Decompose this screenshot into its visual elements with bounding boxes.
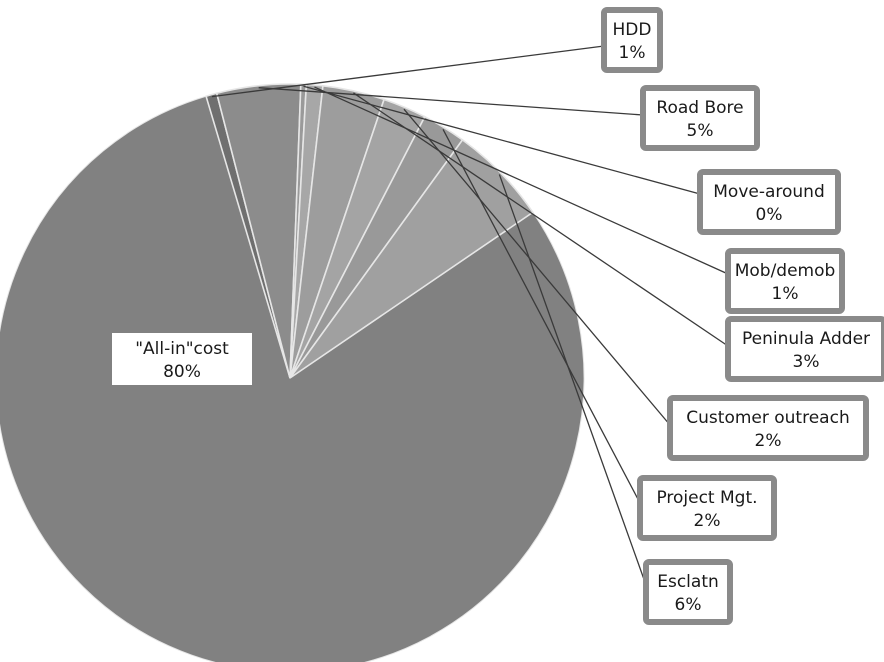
data-label-percent: 3% — [793, 352, 820, 372]
data-label-2: HDD 1% — [601, 7, 663, 73]
leader-line-2 — [211, 45, 605, 98]
data-label-percent: 0% — [756, 205, 783, 225]
data-label-percent: 80% — [163, 362, 201, 382]
data-label-percent: 1% — [619, 43, 646, 63]
data-label-name: Peninula Adder — [742, 329, 870, 349]
data-label-percent: 1% — [772, 284, 799, 304]
data-label-name: Customer outreach — [686, 408, 849, 428]
leader-line-6 — [353, 92, 729, 347]
leader-lines — [211, 45, 729, 586]
data-label-percent: 2% — [755, 431, 782, 451]
pie-slices — [0, 83, 585, 662]
data-label-name: "All-in"cost — [135, 339, 229, 359]
data-label-box — [725, 316, 884, 382]
data-label-4: Move-around 0% — [697, 169, 841, 235]
data-label-name: Road Bore — [656, 98, 743, 118]
data-label-box — [637, 475, 777, 541]
data-label-box — [725, 248, 845, 314]
data-label-box — [667, 395, 869, 461]
leader-line-5 — [314, 86, 729, 275]
data-label-name: Esclatn — [657, 572, 719, 592]
leader-line-9 — [498, 174, 647, 586]
data-label-percent: 2% — [694, 511, 721, 531]
data-label-1: "All-in"cost 80% — [112, 333, 252, 385]
pie-slice-9 — [289, 138, 534, 379]
data-label-8: Project Mgt. 2% — [637, 475, 777, 541]
data-label-box — [640, 85, 760, 151]
leader-line-3 — [258, 87, 644, 116]
data-label-box — [643, 559, 733, 625]
data-label-percent: 5% — [687, 121, 714, 141]
data-label-box — [697, 169, 841, 235]
data-label-7: Customer outreach 2% — [667, 395, 869, 461]
data-label-5: Mob/demob 1% — [725, 248, 845, 314]
data-label-3: Road Bore 5% — [640, 85, 760, 151]
data-label-name: Project Mgt. — [656, 488, 757, 508]
data-label-6: Peninula Adder 3% — [725, 316, 884, 382]
data-label-9: Esclatn 6% — [643, 559, 733, 625]
data-label-name: Mob/demob — [735, 261, 836, 281]
data-label-name: Move-around — [713, 182, 825, 202]
pie-slice-1 — [0, 95, 585, 662]
data-labels: "All-in"cost 80% HDD 1% Road Bore 5% Move-arou… — [112, 7, 884, 625]
data-label-name: HDD — [613, 20, 652, 40]
leader-line-7 — [403, 108, 671, 426]
data-label-percent: 6% — [675, 595, 702, 615]
data-label-box — [601, 7, 663, 73]
leader-line-8 — [442, 129, 641, 504]
data-label-box — [112, 333, 252, 385]
